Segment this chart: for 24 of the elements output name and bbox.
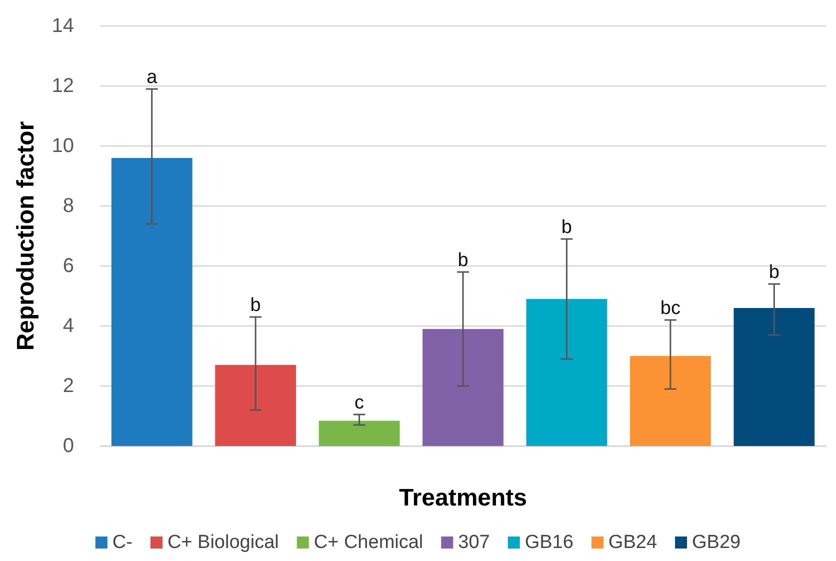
annotation: b <box>250 295 261 316</box>
y-tick-label: 6 <box>62 255 74 277</box>
legend-label: GB29 <box>692 532 741 553</box>
legend-label: C+ Biological <box>167 532 279 553</box>
annotation: b <box>561 217 572 238</box>
y-tick-label: 8 <box>62 195 74 217</box>
legend-label: C- <box>112 532 132 553</box>
y-tick-label: 12 <box>52 75 74 97</box>
legend-label: 307 <box>458 532 490 553</box>
legend-label: GB16 <box>524 532 574 553</box>
annotation: b <box>768 262 780 283</box>
annotation: b <box>458 250 468 271</box>
legend-label: C+ Chemical <box>314 532 424 553</box>
y-tick-label: 4 <box>62 315 74 337</box>
annotation: bc <box>660 298 680 319</box>
annotation: c <box>354 392 364 414</box>
annotation: a <box>146 67 158 88</box>
y-tick-label: 2 <box>62 375 74 397</box>
x-axis-title: Treatments <box>398 484 528 512</box>
y-tick-label: 14 <box>52 15 74 37</box>
y-tick-label: 0 <box>62 435 74 457</box>
legend-label: GB24 <box>608 532 658 553</box>
y-tick-label: 10 <box>52 135 74 157</box>
y-axis-title: Reproduction factor <box>12 121 40 351</box>
